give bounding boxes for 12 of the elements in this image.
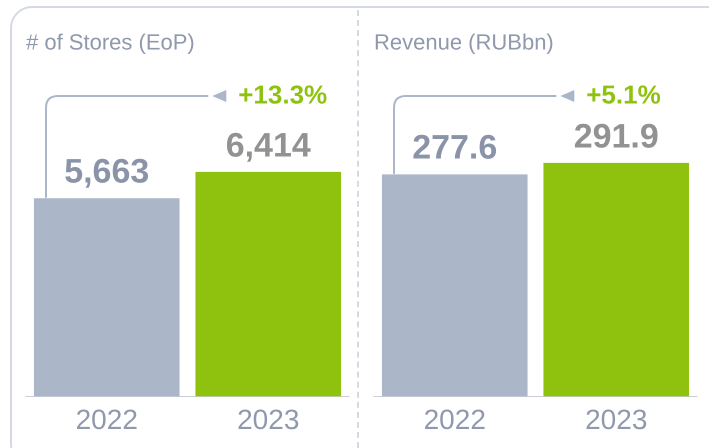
x-tick-label: 2022 (424, 404, 486, 435)
chart-title: # of Stores (EoP) (26, 29, 195, 54)
x-tick-label: 2023 (585, 404, 648, 435)
chart-title: Revenue (RUBbn) (374, 29, 554, 54)
data-label: 277.6 (412, 128, 498, 167)
text: +13.3% (238, 80, 328, 110)
text: +5.1% (586, 80, 661, 110)
x-tick-label: 2023 (237, 404, 300, 435)
data-label: 6,414 (226, 126, 311, 164)
data-label: 5,663 (64, 152, 150, 191)
x-tick-label: 2022 (76, 404, 138, 435)
data-label: 291.9 (574, 117, 659, 156)
